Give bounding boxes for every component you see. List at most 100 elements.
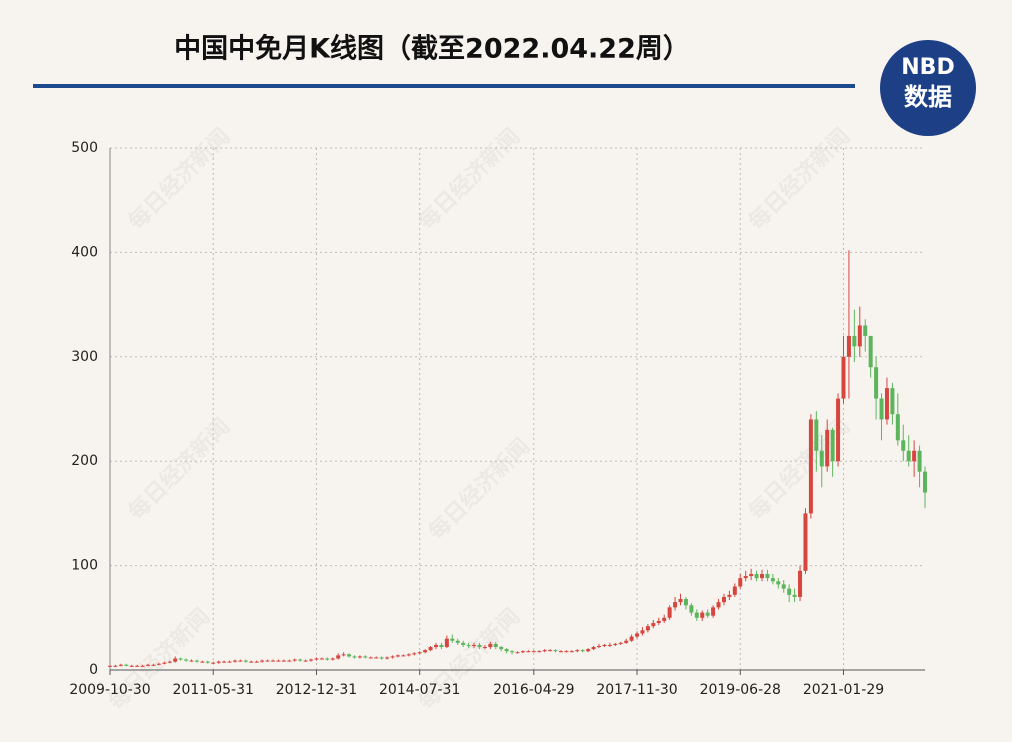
y-tick-label: 500 <box>71 140 98 156</box>
candle-body <box>705 612 710 616</box>
candle-body <box>385 657 390 659</box>
candle-body <box>841 356 846 399</box>
candle-body <box>271 660 275 662</box>
candle-body <box>852 335 857 347</box>
candle-body <box>254 661 259 663</box>
candle-body <box>205 661 210 663</box>
x-tick-label: 2021-01-29 <box>803 682 884 698</box>
x-tick-label: 2012-12-31 <box>276 682 357 698</box>
candle-body <box>770 578 775 582</box>
logo-text: NBD <box>901 55 954 80</box>
candle-body <box>309 659 314 661</box>
candle-body <box>124 664 129 666</box>
candle-body <box>597 645 601 648</box>
candle-body <box>140 665 145 667</box>
candle-body <box>548 650 553 652</box>
candle-body <box>357 656 362 658</box>
candle-body <box>135 665 140 667</box>
candle-body <box>276 660 281 662</box>
candle-body <box>146 664 151 666</box>
candle-body <box>510 651 515 653</box>
candle-body <box>537 651 542 653</box>
candle-body <box>635 633 640 637</box>
candle-body <box>890 388 895 415</box>
candle-body <box>787 588 792 595</box>
candle-body <box>700 612 705 618</box>
x-tick-label: 2016-04-29 <box>493 682 574 698</box>
candle-body <box>662 617 667 621</box>
candle-body <box>580 650 585 652</box>
candle-body <box>162 662 167 664</box>
x-tick-label: 2019-06-28 <box>700 682 781 698</box>
candle-body <box>906 450 911 462</box>
candle-body <box>379 657 384 659</box>
candle-body <box>129 665 134 667</box>
candle-body <box>640 630 645 634</box>
candle-body <box>412 653 417 655</box>
candle-body <box>265 660 270 662</box>
candle-body <box>406 654 411 656</box>
plot-area: 0 100 200 300 400 500 2009-10-30 2011-05-31 2012… <box>69 140 927 698</box>
candle-body <box>395 655 400 657</box>
candle-body <box>493 643 498 648</box>
candle-body <box>325 658 330 660</box>
candle-body <box>108 665 112 667</box>
candle-body <box>683 599 688 606</box>
title-rule <box>33 84 855 88</box>
candle-body <box>792 594 797 597</box>
candle-body <box>341 654 346 656</box>
candle-body <box>466 644 471 646</box>
candle-body <box>352 656 357 658</box>
candle-body <box>667 607 672 618</box>
candle-body <box>504 649 509 652</box>
candle-body <box>618 642 623 644</box>
candle-body <box>423 650 428 653</box>
candle-body <box>434 644 438 648</box>
candle-body <box>825 429 830 467</box>
candle-body <box>336 655 341 659</box>
candle-body <box>368 657 373 659</box>
candle-body <box>678 599 683 603</box>
candle-body <box>260 660 265 662</box>
candle-body <box>721 596 726 603</box>
candle-body <box>651 623 656 627</box>
candle-body <box>798 570 803 597</box>
candle-body <box>520 651 525 653</box>
candle-body <box>281 660 286 662</box>
candle-body <box>211 662 216 664</box>
candle-body <box>439 644 444 648</box>
candle-body <box>287 660 292 662</box>
candle-body <box>613 643 618 645</box>
x-tick-label: 2017-11-30 <box>596 682 677 698</box>
candle-body <box>743 576 748 579</box>
candle-body <box>461 642 466 645</box>
candle-body <box>901 440 906 451</box>
candle-body <box>374 657 379 659</box>
candle-body <box>564 651 569 653</box>
chart-title: 中国中免月K线图（截至2022.04.22周） <box>174 34 690 65</box>
candle-body <box>781 584 786 589</box>
candle-body <box>330 658 335 660</box>
candle-body <box>472 644 477 646</box>
candle-body <box>732 586 737 595</box>
logo <box>880 40 976 136</box>
candle-body <box>444 638 449 648</box>
candle-body <box>830 429 835 462</box>
candle-body <box>542 650 547 652</box>
candle-body <box>118 664 123 666</box>
x-tick-label: 2014-07-31 <box>379 682 460 698</box>
candle-body <box>194 660 199 662</box>
candle-body <box>776 581 781 585</box>
candle-body <box>874 367 879 399</box>
candle-body <box>515 652 520 654</box>
candle-body <box>184 659 189 661</box>
candle-body <box>455 640 460 643</box>
candle-body <box>765 573 770 579</box>
candle-body <box>868 335 873 368</box>
candle-body <box>760 573 764 579</box>
candle-body <box>917 450 922 472</box>
candle-body <box>673 602 678 608</box>
candle-body <box>814 419 819 451</box>
candle-body <box>754 573 759 579</box>
